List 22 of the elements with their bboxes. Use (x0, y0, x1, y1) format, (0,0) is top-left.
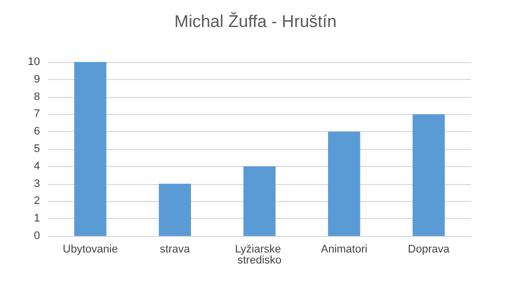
x-tick-label: Lyžiarske stredisko (234, 244, 284, 266)
bar (328, 132, 360, 236)
y-tick-label: 0 (34, 230, 40, 242)
y-tick-label: 5 (34, 143, 40, 155)
bar (412, 114, 445, 236)
y-tick-label: 3 (34, 178, 40, 190)
y-tick-label: 4 (34, 160, 40, 172)
y-tick-label: 8 (34, 90, 40, 103)
y-tick-label: 6 (34, 126, 40, 138)
bar (74, 62, 106, 236)
y-tick-label: 1 (34, 212, 40, 225)
bar (243, 166, 276, 236)
x-tick-label: Ubytovanie (62, 244, 118, 256)
bar (158, 184, 191, 236)
chart-title: Michal Žuffa - Hruštín (174, 12, 337, 31)
y-tick-label: 10 (28, 56, 40, 68)
x-tick-label: Doprava (408, 244, 450, 256)
y-tick-label: 9 (34, 73, 40, 86)
x-tick-label: Animatori (320, 244, 368, 256)
y-tick-label: 2 (34, 195, 40, 208)
y-tick-label: 7 (34, 108, 40, 120)
x-tick-label: strava (160, 244, 191, 256)
